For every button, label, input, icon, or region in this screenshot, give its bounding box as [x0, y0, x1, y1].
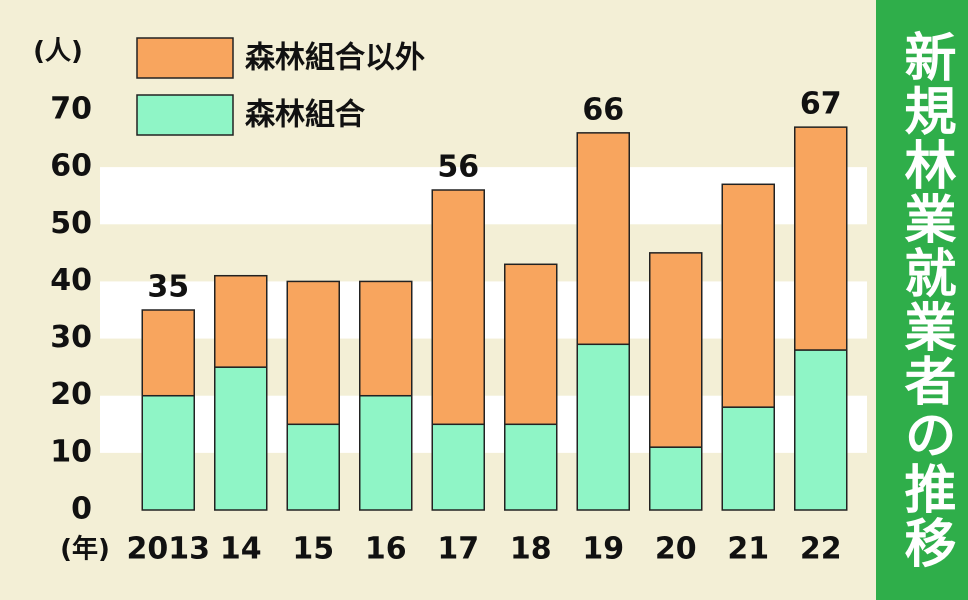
y-tick-label: 20 [50, 377, 92, 412]
bar-segment [141, 394, 195, 511]
legend-swatch [136, 94, 234, 136]
legend-label: 森林組合以外 [245, 41, 425, 76]
legend-label: 森林組合 [245, 98, 365, 133]
bar-segment [794, 349, 848, 511]
title-panel [876, 0, 968, 600]
y-tick-label: 60 [50, 149, 92, 184]
y-tick-label: 50 [50, 206, 92, 241]
bar-segment [649, 446, 703, 511]
bar-segment [576, 132, 630, 346]
y-unit: (人) [33, 37, 83, 67]
total-label: 67 [800, 87, 842, 122]
y-tick-label: 10 [50, 434, 92, 469]
bar-segment [504, 423, 558, 511]
bar-segment [721, 183, 775, 408]
bar-segment [141, 309, 195, 397]
bar-segment [359, 280, 413, 397]
bar-segment [359, 394, 413, 511]
bar-segment [214, 274, 268, 368]
bar-segment [576, 343, 630, 511]
bar-segment [721, 406, 775, 511]
legend-swatch [136, 37, 234, 79]
bar-segment [286, 423, 340, 511]
x-tick-label: 15 [292, 532, 334, 567]
bar-segment [431, 189, 485, 426]
x-tick-label: 19 [582, 532, 624, 567]
x-tick-label: 22 [800, 532, 842, 567]
y-tick-label: 40 [50, 263, 92, 298]
bar-segment [649, 252, 703, 448]
chart-title: 新規林業就業者の推移 [895, 30, 956, 570]
y-tick-label: 0 [71, 492, 92, 527]
x-tick-label: 17 [437, 532, 479, 567]
bar-segment [504, 263, 558, 426]
total-label: 66 [582, 92, 624, 127]
x-tick-label: 16 [365, 532, 407, 567]
x-tick-label: 18 [510, 532, 552, 567]
y-tick-label: 30 [50, 320, 92, 355]
bar-segment [431, 423, 485, 511]
bar-segment [214, 366, 268, 511]
bar-segment [794, 126, 848, 351]
x-unit: (年) [60, 534, 110, 565]
x-tick-label: 14 [220, 532, 262, 567]
bar-segment [286, 280, 340, 426]
x-tick-label: 20 [655, 532, 697, 567]
total-label: 56 [437, 150, 479, 185]
y-tick-label: 70 [50, 92, 92, 127]
total-label: 35 [147, 270, 189, 305]
x-tick-label: 21 [727, 532, 769, 567]
x-tick-label: 2013 [127, 532, 211, 567]
